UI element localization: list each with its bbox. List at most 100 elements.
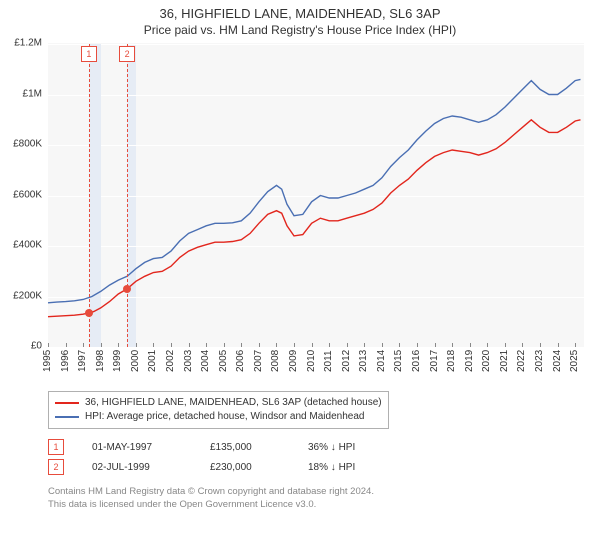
x-axis-label: 2003: [183, 350, 194, 372]
x-tick: [364, 343, 365, 347]
chart-title: 36, HIGHFIELD LANE, MAIDENHEAD, SL6 3AP: [4, 6, 596, 21]
chart-subtitle: Price paid vs. HM Land Registry's House …: [4, 23, 596, 37]
sale-index-marker: 1: [81, 46, 97, 62]
sale-point-marker: [123, 285, 131, 293]
x-tick: [48, 343, 49, 347]
y-axis-label: £400K: [13, 240, 42, 251]
x-tick: [522, 343, 523, 347]
x-axis-label: 2007: [253, 350, 264, 372]
x-axis-label: 2000: [130, 350, 141, 372]
x-tick: [329, 343, 330, 347]
legend-item: HPI: Average price, detached house, Wind…: [55, 410, 382, 424]
x-axis-label: 1997: [77, 350, 88, 372]
sale-dashed-line: [89, 44, 90, 347]
sales-table-row: 1 01-MAY-1997 £135,000 36% ↓ HPI: [48, 437, 596, 457]
sales-cell-price: £230,000: [210, 462, 280, 473]
x-axis-label: 2018: [446, 350, 457, 372]
x-axis-label: 2008: [270, 350, 281, 372]
x-tick: [347, 343, 348, 347]
x-axis-label: 1995: [42, 350, 53, 372]
x-axis-label: 2009: [288, 350, 299, 372]
y-axis-label: £0: [31, 341, 42, 352]
legend: 36, HIGHFIELD LANE, MAIDENHEAD, SL6 3AP …: [48, 391, 389, 429]
x-axis-label: 2023: [534, 350, 545, 372]
sales-row-marker: 2: [48, 459, 64, 475]
x-tick: [224, 343, 225, 347]
x-tick: [189, 343, 190, 347]
x-tick: [259, 343, 260, 347]
x-tick: [241, 343, 242, 347]
legend-swatch: [55, 416, 79, 418]
y-axis-label: £1M: [23, 88, 42, 99]
x-tick: [558, 343, 559, 347]
x-axis-label: 2022: [516, 350, 527, 372]
sales-cell-pct: 18% ↓ HPI: [308, 462, 355, 473]
x-tick: [118, 343, 119, 347]
plot-area: 12: [48, 43, 584, 347]
x-tick: [66, 343, 67, 347]
sales-row-marker: 1: [48, 439, 64, 455]
sale-point-marker: [85, 309, 93, 317]
y-axis-label: £200K: [13, 290, 42, 301]
x-axis-label: 2013: [358, 350, 369, 372]
sales-table: 1 01-MAY-1997 £135,000 36% ↓ HPI 2 02-JUL-199…: [48, 437, 596, 477]
sales-cell-pct: 36% ↓ HPI: [308, 442, 355, 453]
x-tick: [575, 343, 576, 347]
y-axis-label: £800K: [13, 139, 42, 150]
x-axis-labels: 1995199619971998199920002001200220032004…: [48, 347, 584, 383]
sales-cell-date: 02-JUL-1999: [92, 462, 182, 473]
x-axis-label: 2010: [306, 350, 317, 372]
x-tick: [452, 343, 453, 347]
x-axis-label: 1999: [112, 350, 123, 372]
sales-table-row: 2 02-JUL-1999 £230,000 18% ↓ HPI: [48, 457, 596, 477]
x-tick: [470, 343, 471, 347]
y-axis-label: £600K: [13, 189, 42, 200]
chart-lines: [48, 44, 584, 347]
sales-cell-price: £135,000: [210, 442, 280, 453]
legend-item: 36, HIGHFIELD LANE, MAIDENHEAD, SL6 3AP …: [55, 396, 382, 410]
sales-cell-date: 01-MAY-1997: [92, 442, 182, 453]
x-tick: [171, 343, 172, 347]
x-tick: [417, 343, 418, 347]
y-axis-labels: £0£200K£400K£600K£800K£1M£1.2M: [4, 43, 44, 347]
x-tick: [206, 343, 207, 347]
x-tick: [276, 343, 277, 347]
x-tick: [294, 343, 295, 347]
x-axis-label: 2020: [481, 350, 492, 372]
sale-index-marker: 2: [119, 46, 135, 62]
x-axis-label: 2005: [218, 350, 229, 372]
x-axis-label: 1996: [60, 350, 71, 372]
x-axis-label: 2004: [200, 350, 211, 372]
x-tick: [312, 343, 313, 347]
x-tick: [540, 343, 541, 347]
x-tick: [382, 343, 383, 347]
legend-swatch: [55, 402, 79, 404]
x-tick: [153, 343, 154, 347]
x-axis-label: 2002: [165, 350, 176, 372]
x-axis-label: 2012: [341, 350, 352, 372]
x-axis-label: 2011: [323, 350, 334, 372]
x-axis-label: 2024: [552, 350, 563, 372]
x-axis-label: 1998: [95, 350, 106, 372]
x-axis-label: 2017: [429, 350, 440, 372]
footer-line-1: Contains HM Land Registry data © Crown c…: [48, 485, 596, 498]
footer: Contains HM Land Registry data © Crown c…: [48, 485, 596, 512]
x-tick: [83, 343, 84, 347]
x-axis-label: 2019: [464, 350, 475, 372]
footer-line-2: This data is licensed under the Open Gov…: [48, 498, 596, 511]
sale-dashed-line: [127, 44, 128, 347]
legend-label: 36, HIGHFIELD LANE, MAIDENHEAD, SL6 3AP …: [85, 396, 382, 410]
x-tick: [399, 343, 400, 347]
x-tick: [487, 343, 488, 347]
y-axis-label: £1.2M: [14, 38, 42, 49]
x-axis-label: 2015: [393, 350, 404, 372]
x-tick: [136, 343, 137, 347]
x-tick: [505, 343, 506, 347]
x-axis-label: 2021: [499, 350, 510, 372]
legend-label: HPI: Average price, detached house, Wind…: [85, 410, 364, 424]
x-tick: [101, 343, 102, 347]
x-axis-label: 2025: [569, 350, 580, 372]
x-axis-label: 2014: [376, 350, 387, 372]
x-axis-label: 2001: [147, 350, 158, 372]
x-axis-label: 2016: [411, 350, 422, 372]
